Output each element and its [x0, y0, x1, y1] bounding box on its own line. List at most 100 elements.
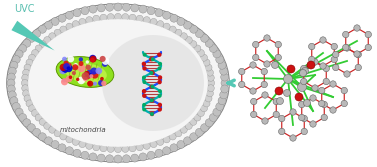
Circle shape	[333, 51, 339, 58]
Circle shape	[147, 151, 155, 159]
Circle shape	[39, 41, 46, 48]
Circle shape	[300, 78, 307, 85]
Circle shape	[157, 52, 162, 57]
Circle shape	[262, 92, 268, 98]
Circle shape	[207, 69, 213, 76]
Ellipse shape	[56, 57, 114, 87]
Circle shape	[142, 94, 147, 98]
Circle shape	[158, 103, 162, 107]
Circle shape	[320, 63, 326, 69]
Circle shape	[330, 107, 336, 113]
Circle shape	[157, 21, 164, 28]
Circle shape	[12, 103, 20, 111]
Circle shape	[58, 14, 66, 22]
Circle shape	[87, 81, 91, 85]
Circle shape	[177, 18, 185, 26]
Circle shape	[24, 95, 31, 102]
Circle shape	[180, 33, 187, 40]
Circle shape	[62, 57, 67, 62]
Circle shape	[102, 61, 108, 67]
Circle shape	[89, 153, 97, 161]
Circle shape	[66, 23, 73, 30]
Circle shape	[299, 114, 305, 121]
Circle shape	[107, 14, 114, 21]
Circle shape	[151, 57, 155, 61]
Circle shape	[7, 85, 15, 93]
Circle shape	[275, 87, 283, 95]
Circle shape	[19, 44, 27, 52]
Circle shape	[79, 57, 83, 62]
Circle shape	[89, 5, 97, 13]
Circle shape	[279, 128, 285, 135]
Circle shape	[22, 74, 29, 81]
Circle shape	[22, 85, 29, 92]
Circle shape	[175, 29, 182, 36]
Circle shape	[143, 80, 146, 84]
Circle shape	[319, 100, 325, 107]
Circle shape	[190, 25, 198, 33]
Circle shape	[142, 103, 146, 107]
Circle shape	[24, 64, 31, 71]
Circle shape	[115, 146, 121, 153]
Circle shape	[158, 75, 162, 80]
Circle shape	[86, 73, 92, 79]
Circle shape	[276, 98, 284, 105]
Circle shape	[78, 61, 84, 66]
Circle shape	[97, 154, 105, 162]
Circle shape	[44, 137, 52, 145]
Circle shape	[26, 59, 33, 66]
Circle shape	[271, 61, 279, 68]
Circle shape	[89, 55, 97, 62]
Circle shape	[72, 138, 79, 145]
Circle shape	[262, 118, 268, 124]
Circle shape	[84, 71, 90, 76]
Circle shape	[81, 72, 89, 80]
Circle shape	[208, 79, 215, 87]
Circle shape	[83, 76, 88, 81]
Circle shape	[198, 49, 204, 56]
Circle shape	[66, 11, 74, 19]
Circle shape	[275, 54, 282, 61]
Circle shape	[290, 109, 296, 115]
Circle shape	[205, 95, 212, 102]
Circle shape	[158, 62, 162, 66]
Circle shape	[150, 98, 154, 102]
Circle shape	[310, 121, 316, 127]
Circle shape	[54, 130, 61, 137]
Circle shape	[344, 45, 350, 51]
Circle shape	[62, 78, 66, 82]
Circle shape	[218, 97, 226, 105]
Text: UVC: UVC	[14, 4, 35, 14]
Circle shape	[365, 44, 371, 51]
Circle shape	[321, 101, 328, 108]
Circle shape	[79, 141, 86, 148]
Circle shape	[158, 94, 162, 98]
Circle shape	[264, 35, 270, 41]
Circle shape	[299, 69, 307, 76]
Circle shape	[331, 43, 337, 50]
Circle shape	[122, 145, 129, 152]
Circle shape	[354, 25, 360, 31]
Circle shape	[158, 107, 162, 112]
Circle shape	[239, 68, 245, 75]
Circle shape	[76, 78, 80, 81]
Circle shape	[201, 54, 207, 61]
Circle shape	[302, 67, 308, 74]
Circle shape	[51, 140, 59, 148]
Circle shape	[198, 110, 204, 117]
Circle shape	[341, 87, 348, 94]
Circle shape	[100, 77, 104, 81]
Circle shape	[149, 71, 153, 75]
Circle shape	[143, 66, 147, 71]
Circle shape	[68, 63, 72, 66]
Circle shape	[205, 119, 213, 127]
Circle shape	[33, 128, 41, 136]
Circle shape	[319, 87, 325, 94]
Circle shape	[251, 111, 257, 118]
Circle shape	[19, 114, 27, 122]
Circle shape	[216, 55, 224, 63]
Circle shape	[23, 90, 29, 97]
Circle shape	[194, 114, 201, 121]
Circle shape	[38, 25, 46, 33]
Circle shape	[10, 97, 18, 105]
